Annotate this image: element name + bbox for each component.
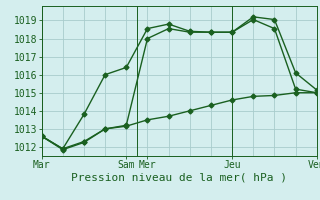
X-axis label: Pression niveau de la mer( hPa ): Pression niveau de la mer( hPa ): [71, 173, 287, 183]
